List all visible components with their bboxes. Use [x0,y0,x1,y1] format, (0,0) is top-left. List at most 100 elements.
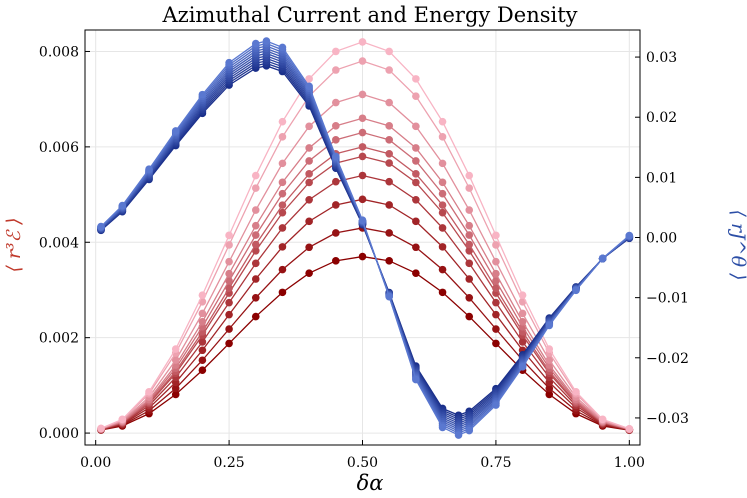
current-point [545,321,554,330]
energy-point [492,325,500,333]
energy-point [198,291,207,299]
y-right-tick-label: 0.01 [646,170,677,186]
energy-point [438,133,447,141]
y-left-tick-label: 0.002 [39,331,79,347]
energy-point [305,178,313,187]
current-point [572,286,580,295]
y-left-tick-label: 0.004 [39,235,79,251]
energy-point [305,195,313,204]
energy-point [492,241,500,249]
energy-point [305,157,313,165]
energy-point [412,75,420,83]
energy-point [251,231,260,239]
current-point [305,82,313,91]
energy-point [438,189,447,198]
current-point [251,39,260,48]
energy-point [358,38,367,46]
energy-point [358,143,367,151]
energy-point [385,257,393,265]
energy-point [465,171,474,180]
energy-point [171,390,180,399]
energy-point [358,128,367,137]
energy-point [305,122,313,131]
energy-point [412,217,420,226]
energy-point [118,415,127,424]
energy-point [385,136,393,144]
energy-point [305,269,313,277]
x-tick-label: 0.00 [80,455,111,471]
energy-point [198,338,207,346]
energy-point [278,189,287,198]
current-point [492,401,500,409]
energy-point [465,275,474,283]
energy-point [625,424,634,433]
energy-point [465,240,474,249]
energy-point [438,178,447,187]
energy-point [465,231,474,239]
energy-point [278,224,287,232]
current-point [145,165,153,174]
energy-point [412,195,420,204]
energy-point [438,117,447,126]
energy-point [332,66,340,74]
energy-point [332,47,340,56]
energy-point [492,310,500,319]
y-right-tick-label: 0.02 [646,110,677,126]
energy-point [358,114,367,123]
energy-point [171,384,180,393]
current-point [412,375,420,384]
energy-point [278,117,287,126]
energy-point [492,284,500,292]
energy-point [465,247,474,255]
current-point [171,127,180,135]
energy-point [332,98,340,107]
energy-point [412,144,420,152]
energy-point [385,159,393,167]
energy-point [198,309,207,318]
x-tick-label: 0.50 [347,455,378,471]
energy-point [278,178,287,187]
energy-point [545,390,554,399]
energy-point [385,229,393,237]
current-point [518,363,527,371]
energy-point [225,241,233,249]
energy-point [465,221,474,230]
current-point [385,292,393,301]
current-series-group [97,37,634,439]
energy-point [412,243,420,252]
chart-title: Azimuthal Current and Energy Density [161,3,577,27]
energy-point [465,293,474,302]
energy-point [278,208,287,217]
energy-point [278,201,287,209]
energy-point [492,277,500,285]
energy-point [598,415,607,424]
energy-point [412,92,420,100]
energy-point [518,309,527,318]
energy-point [438,288,447,297]
energy-point [332,229,340,237]
energy-point [305,144,313,152]
energy-point [251,259,260,268]
x-axis-label: δα [357,471,384,495]
energy-point [385,201,393,209]
energy-point [225,298,233,307]
energy-point [251,221,260,230]
energy-point [465,312,474,321]
y-right-tick-label: −0.03 [646,411,689,427]
y-right-tick-label: −0.01 [646,291,689,307]
y-left-tick-label: 0.006 [39,140,79,156]
energy-point [358,152,367,161]
energy-point [412,269,420,277]
energy-point [438,201,447,209]
energy-point [198,366,207,375]
energy-point [545,384,554,393]
current-point [225,58,233,67]
energy-point [412,157,420,165]
energy-point [438,243,447,251]
current-point [198,90,207,99]
energy-point [385,177,393,186]
current-point [262,37,271,45]
energy-point [97,424,105,433]
energy-point [171,356,180,364]
